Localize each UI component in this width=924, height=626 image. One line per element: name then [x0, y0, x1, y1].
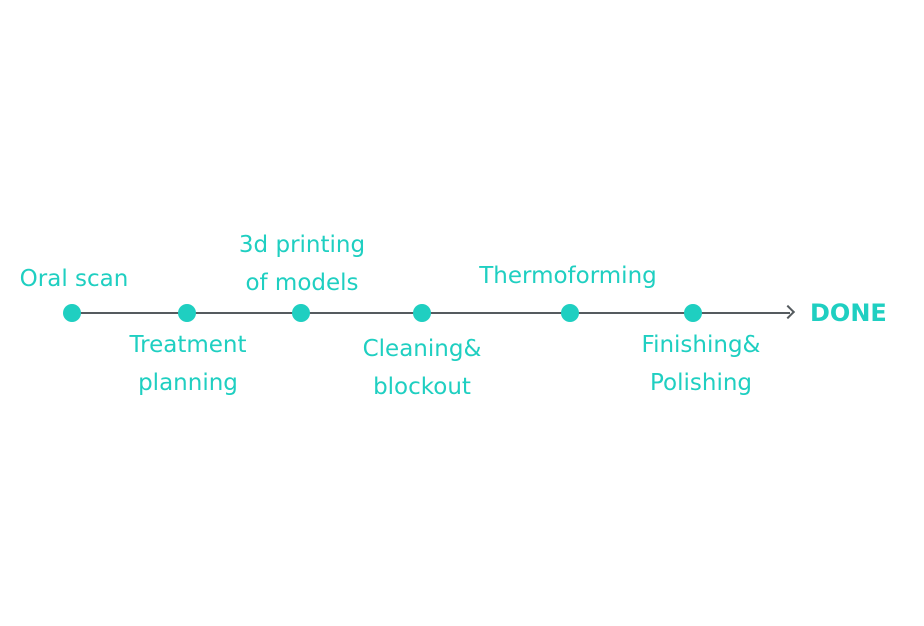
step-label-line: planning [138, 370, 238, 396]
step-label-line: Oral scan [19, 266, 129, 292]
step-label-line: 3d printing [238, 232, 366, 258]
step-label-line: of models [245, 270, 359, 296]
step-label-3d-printing: 3d printing of models [239, 226, 365, 302]
step-marker-3d-printing [292, 304, 310, 322]
step-label-treatment-planning: Treatment planning [129, 326, 246, 402]
step-marker-treatment-planning [178, 304, 196, 322]
step-label-cleaning-blockout: Cleaning& blockout [363, 330, 482, 406]
arrow-right-icon [780, 304, 796, 320]
step-label-line: Thermoforming [479, 263, 657, 289]
step-marker-oral-scan [63, 304, 81, 322]
step-label-oral-scan: Oral scan [20, 260, 129, 298]
timeline-axis [72, 312, 790, 314]
step-label-thermoforming: Thermoforming [479, 257, 657, 295]
step-label-line: Treatment [129, 332, 247, 358]
step-label-line: Finishing& [641, 332, 761, 358]
step-marker-cleaning-blockout [413, 304, 431, 322]
step-label-line: Polishing [649, 370, 753, 396]
step-label-line: blockout [373, 374, 471, 400]
done-label: DONE [810, 299, 887, 327]
step-label-line: Cleaning& [362, 336, 482, 362]
step-marker-thermoforming [561, 304, 579, 322]
step-label-finishing-polishing: Finishing& Polishing [642, 326, 761, 402]
step-marker-finishing-polishing [684, 304, 702, 322]
